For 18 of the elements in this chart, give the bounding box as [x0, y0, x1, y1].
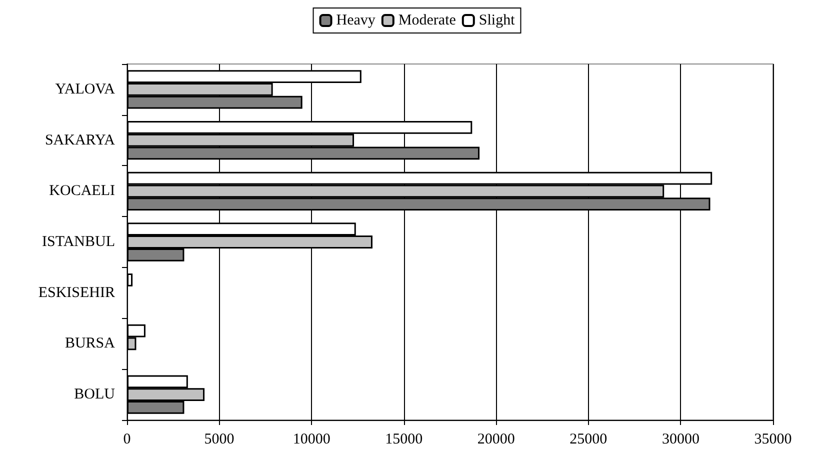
x-tick-label: 30000 — [662, 432, 700, 448]
y-tick-label: ISTANBUL — [42, 234, 115, 250]
y-tick-label: SAKARYA — [44, 132, 116, 148]
x-tick-label: 10000 — [292, 432, 330, 448]
x-tick-label: 0 — [123, 432, 131, 448]
x-tick-label: 35000 — [754, 432, 792, 448]
x-tick-label: 5000 — [204, 432, 234, 448]
y-tick-label: BURSA — [64, 336, 116, 352]
x-tick-label: 25000 — [570, 432, 608, 448]
y-tick-label: BOLU — [74, 386, 116, 403]
y-tick-label: ESKISEHIR — [38, 284, 115, 301]
legend-label: Heavy — [336, 12, 376, 28]
legend-label: Slight — [478, 12, 516, 28]
y-tick-label: KOCAELI — [49, 183, 115, 200]
x-tick-label: 20000 — [477, 432, 515, 448]
x-tick-label: 15000 — [385, 432, 423, 448]
y-tick-label: YALOVA — [55, 81, 116, 98]
legend-label: Moderate — [398, 12, 456, 28]
